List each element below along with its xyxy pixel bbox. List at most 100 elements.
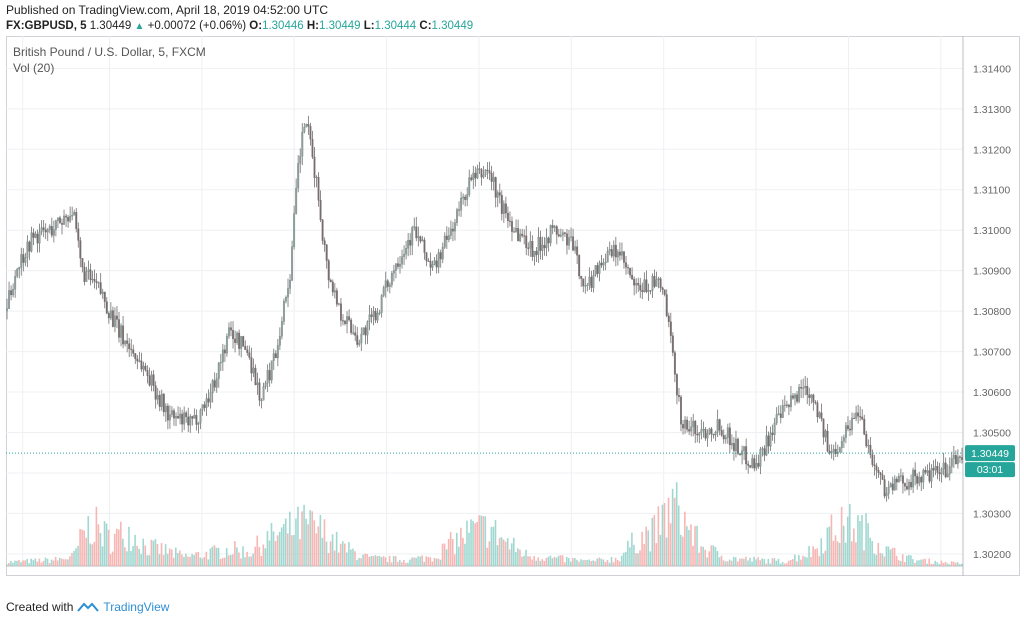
candle-body — [38, 231, 41, 244]
volume-bar — [89, 543, 92, 566]
volume-bar — [183, 556, 185, 566]
candle-body — [492, 177, 495, 182]
volume-bar — [877, 542, 880, 566]
candle-body — [435, 260, 438, 268]
candle-body — [698, 432, 701, 436]
candle-body — [620, 251, 623, 256]
volume-bar — [407, 562, 409, 566]
candle-body — [445, 235, 448, 240]
candle-body — [614, 244, 617, 258]
volume-bar — [958, 564, 961, 566]
candle-body — [504, 203, 507, 214]
volume-bar — [291, 535, 293, 566]
candle-body — [431, 264, 434, 268]
created-with-text: Created with — [6, 600, 74, 614]
candle-body — [390, 273, 393, 286]
candle-body — [439, 252, 442, 260]
candle-body — [885, 493, 888, 497]
candle-body — [103, 291, 106, 302]
volume-bar — [132, 546, 134, 566]
candle-body — [95, 281, 98, 283]
candle-body — [936, 466, 939, 473]
candle-body — [317, 176, 320, 201]
volume-bar — [109, 553, 112, 566]
candle-body — [87, 269, 90, 272]
volume-bar — [545, 558, 548, 566]
volume-bar — [669, 523, 672, 566]
last-price-label: 1.30449 — [971, 448, 1009, 460]
candle-body — [910, 482, 913, 488]
candle-body — [673, 352, 676, 375]
candle-body — [40, 227, 43, 233]
candle-body — [85, 271, 88, 282]
volume-bar — [948, 564, 951, 566]
countdown-tag — [965, 462, 1015, 478]
quote-line: FX:GBPUSD, 5 1.30449 ▲ +0.00072 (+0.06%)… — [6, 20, 473, 32]
candle-body — [295, 187, 298, 214]
volume-bar — [170, 549, 173, 566]
candle-body — [881, 474, 884, 480]
volume-bar — [881, 553, 884, 566]
volume-bar — [299, 539, 301, 566]
candle-body — [586, 284, 589, 287]
brand-text[interactable]: TradingView — [103, 600, 170, 614]
volume-bar — [563, 562, 566, 566]
volume-bar — [56, 560, 59, 566]
volume-bar — [225, 548, 228, 566]
volume-bar — [32, 560, 35, 566]
volume-bar — [358, 557, 360, 566]
candle-body — [423, 239, 426, 253]
candle-body — [789, 395, 792, 408]
volume-bar — [331, 534, 334, 566]
candle-body — [93, 278, 96, 282]
candle-body — [105, 301, 108, 314]
volume-bar — [523, 555, 525, 566]
volume-bar — [950, 561, 953, 566]
candle-body — [278, 336, 281, 346]
volume-bar — [213, 545, 216, 566]
volume-bar — [217, 547, 220, 566]
volume-bar — [694, 526, 696, 566]
volume-bar — [394, 556, 397, 566]
volume-bar — [631, 532, 633, 566]
volume-bar — [246, 551, 248, 566]
volume-bar — [470, 519, 472, 566]
volume-bar — [543, 560, 546, 566]
candle-body — [321, 219, 324, 241]
candle-body — [236, 332, 239, 343]
candle-body — [421, 239, 424, 242]
volume-bar — [79, 528, 81, 566]
candle-body — [350, 319, 353, 333]
candle-body — [531, 241, 534, 257]
volume-bar — [274, 541, 277, 566]
volume-bar — [164, 544, 167, 566]
candle-body — [217, 362, 220, 379]
candle-body — [853, 417, 856, 420]
candle-body — [684, 419, 687, 429]
candle-body — [215, 378, 218, 388]
price-chart[interactable]: 1.302001.303001.304001.305001.306001.307… — [6, 36, 1020, 576]
candle-body — [113, 315, 116, 327]
x-tick-label: 12:00 — [96, 575, 124, 576]
volume-bar — [639, 550, 641, 566]
volume-bar — [368, 556, 371, 566]
candle-body — [356, 335, 359, 345]
volume-bar — [643, 543, 645, 566]
volume-bar — [254, 546, 257, 566]
volume-bar — [476, 521, 478, 566]
volume-bar — [474, 523, 476, 566]
candle-body — [547, 237, 550, 244]
volume-bar — [348, 542, 350, 566]
volume-bar — [413, 557, 415, 566]
candle-body — [515, 228, 518, 232]
candle-body — [651, 276, 654, 291]
candle-body — [712, 433, 715, 436]
candle-body — [175, 416, 177, 419]
volume-bar — [453, 554, 456, 566]
volume-bar — [142, 538, 145, 566]
volume-bar — [42, 560, 45, 566]
volume-bar — [346, 552, 348, 566]
candle-body — [339, 303, 342, 321]
volume-bar — [372, 556, 375, 566]
volume-bar — [252, 553, 254, 566]
